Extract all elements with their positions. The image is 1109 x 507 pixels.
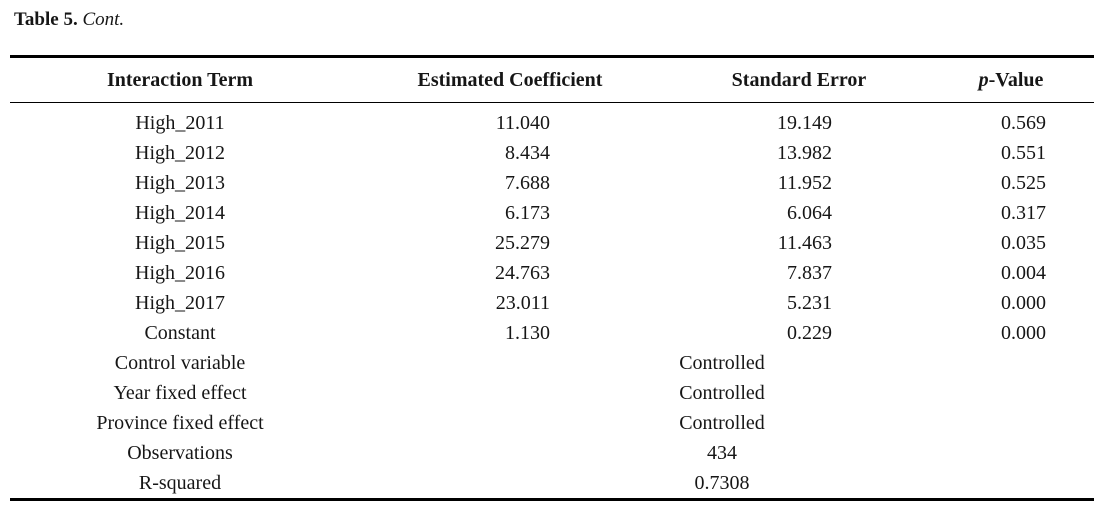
table-caption-cont: Cont. (82, 9, 125, 30)
cell-standard-error: 0.229 (787, 322, 832, 344)
cell-p-value: 0.000 (1001, 292, 1046, 314)
cell-term: High_2012 (135, 142, 225, 164)
cell-coefficient: 25.279 (495, 232, 550, 254)
cell-standard-error: 7.837 (787, 262, 832, 284)
cell-coefficient: 7.688 (505, 172, 550, 194)
table-row: High_2015 25.279 11.463 0.035 (10, 228, 1094, 258)
table-body: High_2011 11.040 19.149 0.569 High_2012 … (10, 103, 1094, 500)
cell-term: High_2016 (135, 262, 225, 284)
cell-span-value: 0.7308 (694, 472, 750, 494)
cell-span-label: R-squared (138, 472, 222, 494)
regression-results-table: Interaction Term Estimated Coefficient S… (10, 55, 1094, 501)
cell-span-value: Controlled (679, 382, 765, 404)
cell-standard-error: 13.982 (777, 142, 832, 164)
cell-p-value: 0.004 (1001, 262, 1046, 284)
table-header: Interaction Term Estimated Coefficient S… (10, 56, 1094, 103)
table-row: High_2012 8.434 13.982 0.551 (10, 138, 1094, 168)
cell-standard-error: 6.064 (787, 202, 832, 224)
cell-p-value: 0.551 (1001, 142, 1046, 164)
cell-term: Constant (144, 322, 216, 344)
table-caption-label: Table 5. (14, 9, 78, 30)
cell-p-value: 0.000 (1001, 322, 1046, 344)
cell-term: High_2013 (135, 172, 225, 194)
cell-coefficient: 23.011 (495, 292, 550, 314)
cell-coefficient: 6.173 (505, 202, 550, 224)
cell-coefficient: 24.763 (495, 262, 550, 284)
cell-term: High_2015 (135, 232, 225, 254)
header-interaction-term: Interaction Term (10, 56, 350, 103)
table-row: High_2013 7.688 11.952 0.525 (10, 168, 1094, 198)
cell-span-label: Observations (127, 442, 233, 464)
table-header-row: Interaction Term Estimated Coefficient S… (10, 56, 1094, 103)
table-row: High_2014 6.173 6.064 0.317 (10, 198, 1094, 228)
cell-p-value: 0.525 (1001, 172, 1046, 194)
cell-p-value: 0.317 (1001, 202, 1046, 224)
table-span-row: Province fixed effect Controlled (10, 408, 1094, 438)
table-row: Constant 1.130 0.229 0.000 (10, 318, 1094, 348)
cell-span-value: 434 (707, 442, 737, 464)
cell-term: High_2011 (135, 112, 225, 134)
cell-standard-error: 19.149 (777, 112, 832, 134)
header-estimated-coefficient: Estimated Coefficient (350, 56, 670, 103)
table-row: High_2016 24.763 7.837 0.004 (10, 258, 1094, 288)
table-span-row: Control variable Controlled (10, 348, 1094, 378)
cell-span-label: Control variable (114, 352, 246, 374)
header-p-value-rest: -Value (988, 69, 1044, 91)
header-standard-error: Standard Error (670, 56, 928, 103)
header-p-value-italic: p (978, 69, 989, 91)
cell-coefficient: 11.040 (495, 112, 550, 134)
cell-coefficient: 1.130 (505, 322, 550, 344)
cell-term: High_2017 (135, 292, 225, 314)
table-caption: Table 5. Cont. (14, 8, 124, 32)
cell-span-value: Controlled (679, 352, 765, 374)
table-span-row: R-squared 0.7308 (10, 468, 1094, 500)
cell-standard-error: 11.463 (777, 232, 832, 254)
table-span-row: Observations 434 (10, 438, 1094, 468)
cell-term: High_2014 (135, 202, 225, 224)
cell-p-value: 0.569 (1001, 112, 1046, 134)
cell-span-label: Year fixed effect (113, 382, 247, 404)
cell-standard-error: 5.231 (787, 292, 832, 314)
cell-standard-error: 11.952 (777, 172, 832, 194)
cell-span-label: Province fixed effect (96, 412, 264, 434)
header-p-value: p-Value (928, 56, 1094, 103)
cell-span-value: Controlled (679, 412, 765, 434)
table-row: High_2011 11.040 19.149 0.569 (10, 103, 1094, 139)
cell-p-value: 0.035 (1001, 232, 1046, 254)
table-span-row: Year fixed effect Controlled (10, 378, 1094, 408)
cell-coefficient: 8.434 (505, 142, 550, 164)
table-row: High_2017 23.011 5.231 0.000 (10, 288, 1094, 318)
